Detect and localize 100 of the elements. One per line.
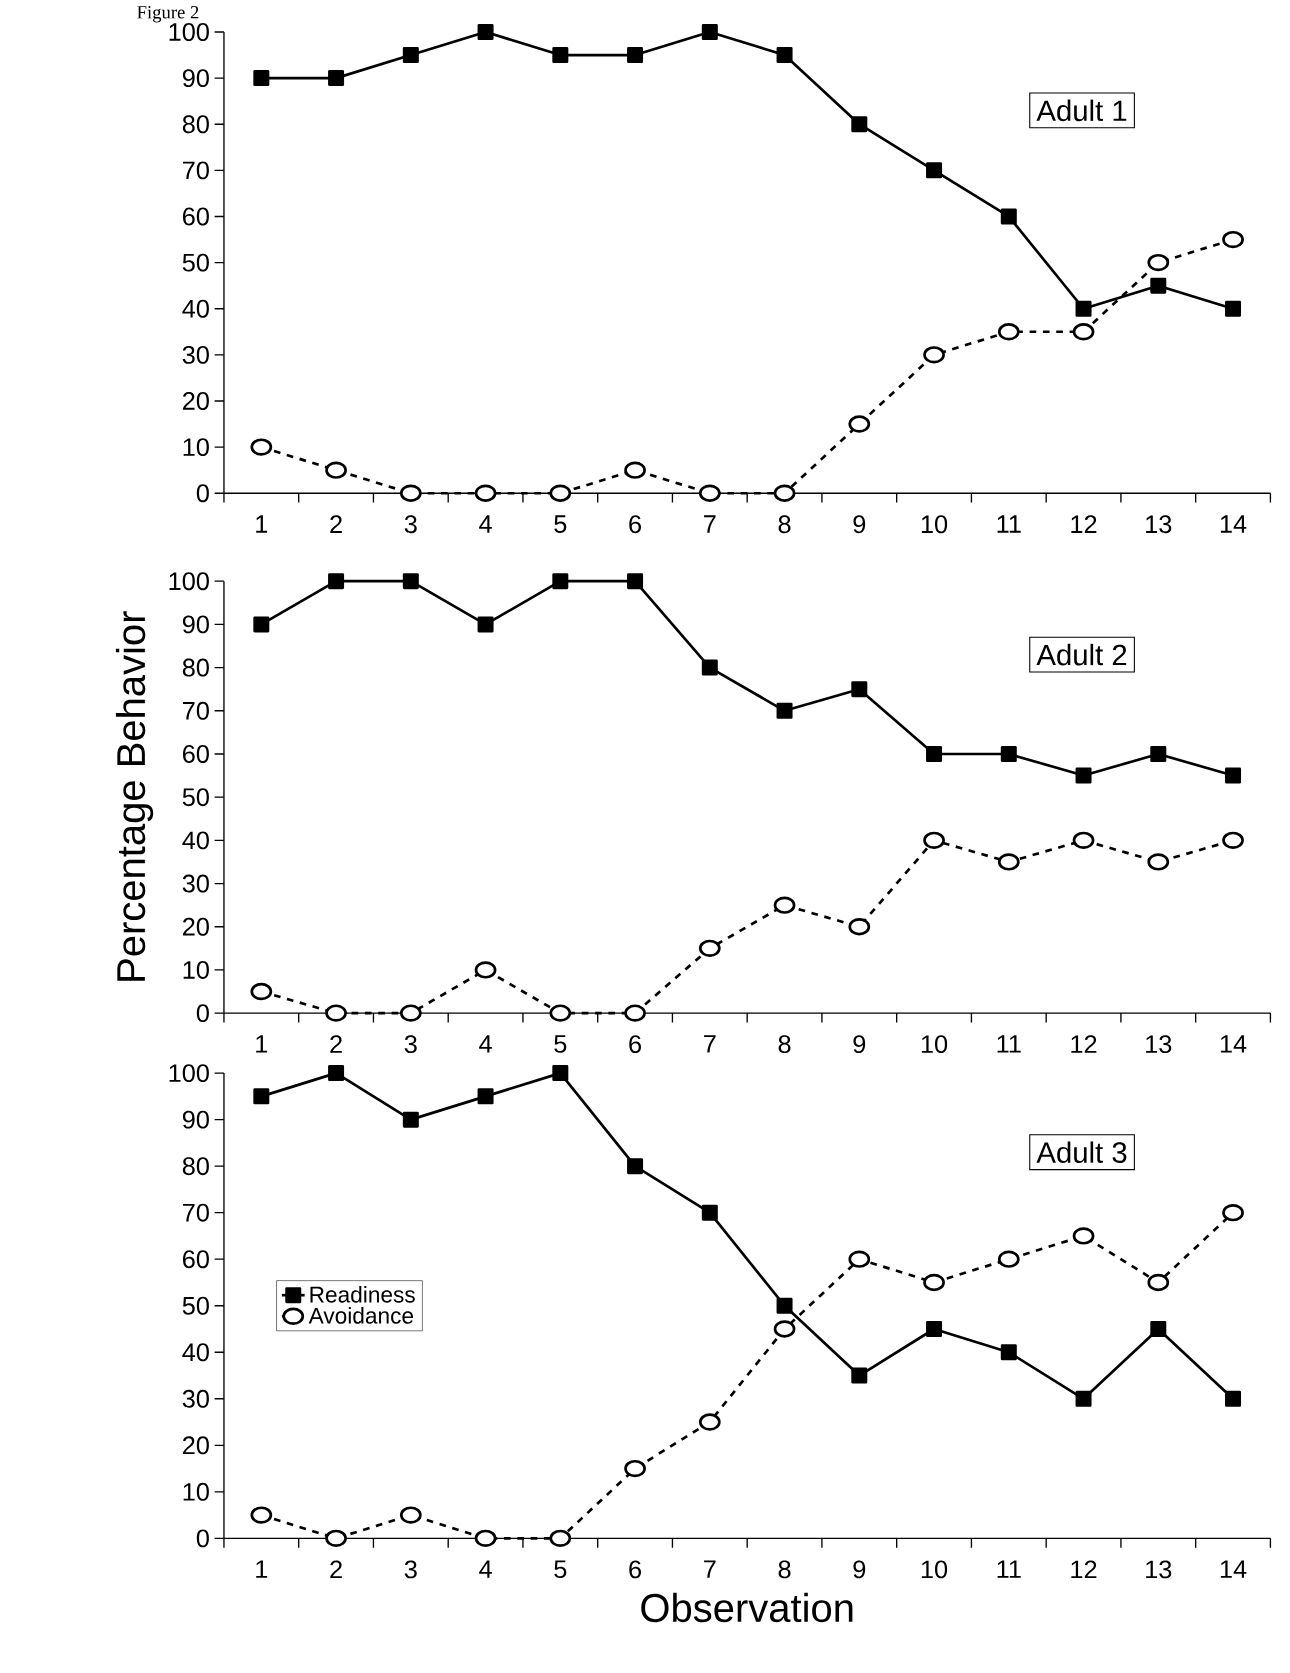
point — [851, 1367, 868, 1384]
x-tick-label: 4 — [478, 1035, 492, 1053]
point — [399, 484, 422, 502]
point — [325, 1004, 347, 1022]
y-tick-label: 90 — [182, 615, 209, 634]
y-tick-label: 90 — [182, 69, 209, 88]
point — [848, 415, 870, 433]
y-tick-label: 0 — [196, 1004, 209, 1023]
point — [1000, 208, 1017, 225]
point — [1075, 300, 1092, 317]
y-tick-label: 70 — [182, 701, 209, 720]
x-tick-label: 2 — [330, 1560, 342, 1579]
x-tick-label: 3 — [404, 1035, 417, 1054]
point — [1147, 253, 1169, 272]
point — [698, 1413, 721, 1431]
point — [1150, 1320, 1167, 1337]
point — [549, 1529, 571, 1548]
x-tick-label: 8 — [778, 1035, 791, 1054]
point — [549, 484, 571, 502]
point — [851, 681, 868, 698]
point — [626, 47, 643, 64]
annotation: Adult 1 — [1036, 99, 1127, 122]
x-tick-label: 5 — [554, 515, 567, 533]
point — [1075, 1390, 1092, 1407]
point — [253, 70, 270, 87]
x-tick-label: 8 — [778, 515, 791, 534]
point — [773, 484, 796, 502]
point — [848, 918, 870, 936]
point — [399, 1506, 422, 1524]
point — [1221, 831, 1244, 850]
point — [773, 896, 796, 914]
point — [327, 1065, 344, 1082]
point — [1224, 1390, 1241, 1407]
x-tick-label: 12 — [1071, 1035, 1097, 1053]
y-tick-label: 20 — [182, 392, 209, 410]
y-tick-label: 100 — [169, 1064, 209, 1083]
point — [325, 1529, 347, 1548]
y-tick-label: 90 — [182, 1110, 209, 1129]
legend-label: Readiness — [310, 1285, 415, 1303]
x-tick-label: 14 — [1220, 1560, 1247, 1578]
point — [402, 573, 419, 590]
x-tick-label: 10 — [921, 1560, 947, 1579]
y-tick-label: 100 — [169, 572, 209, 591]
x-tick-label: 9 — [853, 1035, 865, 1054]
point — [925, 1320, 942, 1337]
point — [1221, 1204, 1244, 1222]
point — [1000, 745, 1017, 762]
x-tick-label: 2 — [330, 1035, 342, 1053]
x-tick-label: 7 — [703, 515, 716, 533]
x-tick-label: 1 — [256, 515, 267, 533]
x-tick-label: 11 — [997, 1035, 1021, 1053]
point — [399, 1004, 422, 1022]
point — [250, 438, 273, 456]
x-tick-label: 6 — [629, 515, 641, 534]
y-tick-label: 0 — [196, 1529, 209, 1548]
point — [1072, 1227, 1095, 1245]
point — [1072, 323, 1095, 341]
point — [1147, 1273, 1169, 1292]
point — [776, 1297, 793, 1314]
annotation: Adult 3 — [1036, 1141, 1127, 1163]
point — [1150, 745, 1167, 762]
x-tick-label: 11 — [997, 1560, 1021, 1578]
x-tick-label: 1 — [256, 1035, 267, 1053]
x-tick-label: 13 — [1145, 1560, 1172, 1579]
point — [1072, 831, 1095, 850]
y-tick-label: 10 — [183, 438, 209, 457]
y-tick-label: 60 — [182, 745, 209, 763]
x-tick-label: 10 — [921, 1035, 947, 1054]
legend-label: Avoidance — [308, 1307, 413, 1324]
point — [1224, 767, 1241, 784]
point — [701, 659, 718, 676]
point — [250, 982, 273, 1001]
point — [626, 1158, 643, 1175]
x-tick-label: 9 — [853, 1560, 865, 1579]
point — [474, 484, 497, 502]
point — [997, 323, 1020, 341]
x-tick-label: 4 — [478, 1560, 492, 1578]
point — [1000, 1344, 1017, 1361]
point — [698, 484, 721, 502]
x-tick-label: 5 — [554, 1035, 567, 1053]
point — [477, 23, 494, 40]
point — [253, 1088, 270, 1105]
y-tick-label: 40 — [182, 299, 209, 318]
point — [624, 1004, 646, 1022]
point — [552, 1065, 569, 1082]
point — [997, 1250, 1020, 1268]
point — [922, 831, 945, 850]
point — [776, 47, 793, 64]
point — [477, 1088, 494, 1105]
point — [327, 70, 344, 87]
point — [1224, 300, 1241, 317]
x-tick-label: 10 — [921, 515, 947, 534]
point — [701, 1204, 718, 1221]
x-tick-label: 14 — [1220, 515, 1247, 533]
y-tick-label: 40 — [182, 831, 209, 850]
x-tick-label: 8 — [778, 1560, 791, 1579]
point — [773, 1320, 796, 1338]
point — [477, 616, 494, 633]
point — [253, 616, 270, 633]
point — [552, 47, 569, 64]
